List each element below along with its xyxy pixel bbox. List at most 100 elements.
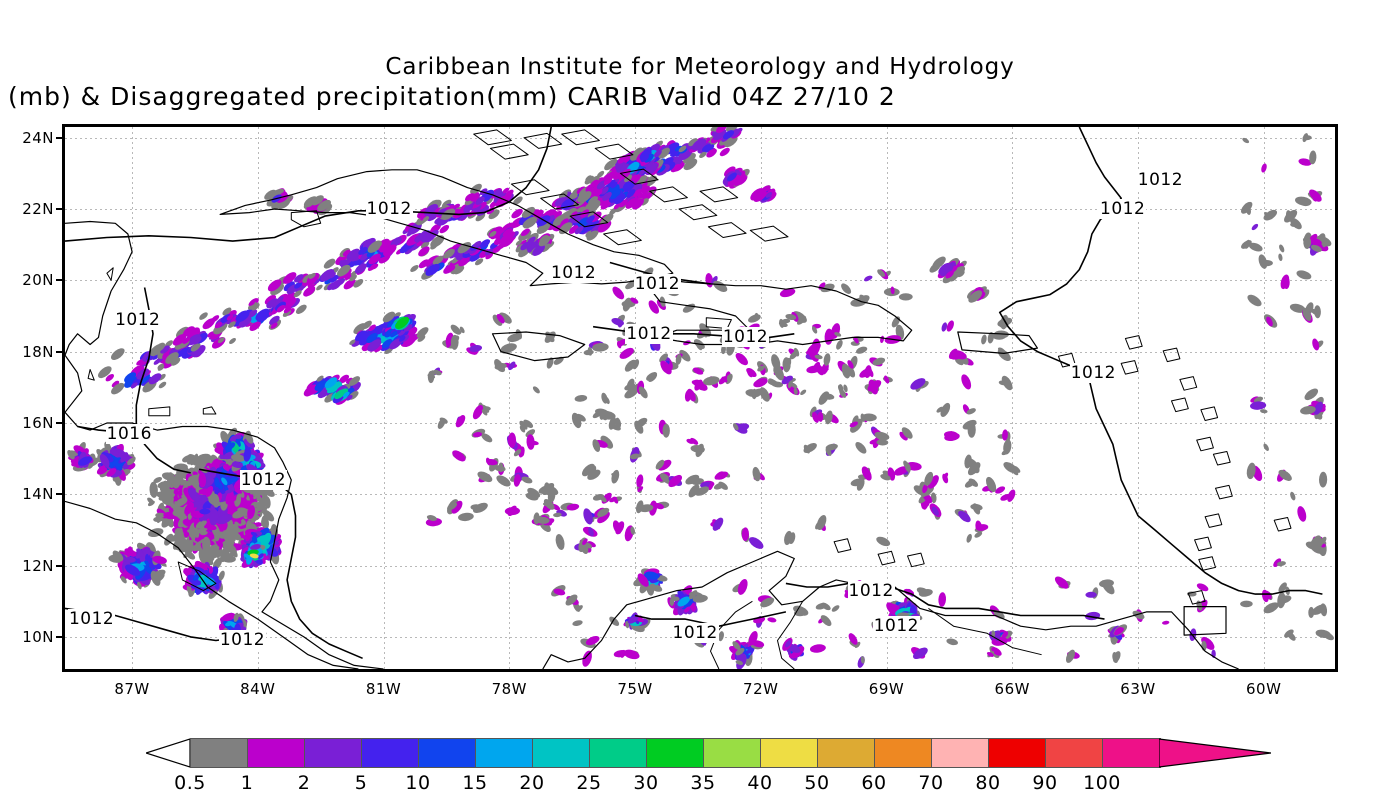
precip-cell bbox=[198, 454, 216, 464]
coastline-path bbox=[65, 354, 83, 413]
pressure-contour bbox=[998, 127, 1122, 374]
coastline-path bbox=[106, 267, 114, 281]
coastline-path bbox=[1215, 484, 1233, 500]
colorbar-level-label: 100 bbox=[1083, 772, 1121, 794]
chart-subtitle: (mb) & Disaggregated precipitation(mm) C… bbox=[8, 82, 896, 111]
precip-cell bbox=[198, 549, 207, 564]
coastline-path bbox=[877, 550, 896, 566]
colorbar-swatch bbox=[248, 739, 305, 767]
y-axis-tick-mark bbox=[56, 208, 63, 210]
colorbar-swatches bbox=[190, 738, 1161, 768]
colorbar-level-label: 20 bbox=[519, 772, 545, 794]
colorbar-level-label: 35 bbox=[690, 772, 716, 794]
precip-cell bbox=[153, 476, 163, 484]
gridline-vertical bbox=[1012, 127, 1014, 669]
pressure-contour bbox=[65, 127, 552, 242]
coastline-path bbox=[473, 129, 512, 146]
colorbar-swatch bbox=[875, 739, 932, 767]
x-axis-tick-label: 78W bbox=[491, 680, 527, 698]
pressure-contour-label: 1012 bbox=[218, 630, 267, 651]
gridline-horizontal bbox=[65, 351, 1335, 353]
coastline-path bbox=[907, 552, 925, 568]
colorbar-level-label: 5 bbox=[354, 772, 368, 794]
x-axis-tick-label: 69W bbox=[868, 680, 905, 698]
colorbar-swatch bbox=[989, 739, 1046, 767]
pressure-contour-label: 1012 bbox=[1136, 170, 1185, 191]
gridline-horizontal bbox=[65, 280, 1335, 282]
y-axis-tick-mark bbox=[56, 564, 63, 567]
coastline-path bbox=[749, 225, 789, 242]
x-axis-tick-label: 81W bbox=[365, 680, 402, 698]
map-plot-area: 1012 1012 1012 1012 1012 1012 1016 1012 1012 1012… bbox=[62, 124, 1338, 672]
colorbar-swatch bbox=[419, 739, 476, 767]
precip-cell bbox=[261, 513, 269, 527]
x-axis-tick-label: 87W bbox=[114, 680, 150, 698]
colorbar-level-label: 80 bbox=[975, 772, 1001, 794]
pressure-contour-label: 1012 bbox=[1099, 199, 1147, 219]
colorbar-swatch bbox=[647, 739, 704, 767]
precip-cell bbox=[155, 512, 166, 518]
pressure-contour-label: 1012 bbox=[114, 309, 162, 330]
coastline-path bbox=[219, 169, 674, 287]
colorbar-level-label: 15 bbox=[462, 772, 488, 794]
pressure-contour-label: 1012 bbox=[549, 263, 598, 284]
y-axis-tick-mark bbox=[56, 279, 63, 282]
colorbar-level-label: 40 bbox=[747, 772, 773, 794]
coastline-path bbox=[1162, 347, 1181, 363]
coastline-path bbox=[489, 143, 529, 160]
precip-cell bbox=[220, 546, 230, 563]
y-axis-tick-label: 22N bbox=[22, 200, 54, 218]
colorbar-level-label: 70 bbox=[918, 772, 944, 794]
x-axis-tick-label: 66W bbox=[994, 680, 1030, 698]
precip-cell bbox=[165, 493, 172, 499]
gridline-vertical bbox=[509, 127, 511, 669]
colorbar-level-label: 50 bbox=[804, 772, 830, 794]
coastline-path bbox=[1194, 536, 1212, 552]
precip-cell bbox=[184, 540, 193, 556]
precipitation-layer bbox=[67, 127, 1334, 669]
gridline-vertical bbox=[1263, 127, 1265, 669]
coastline-path bbox=[65, 220, 133, 356]
coastline-path bbox=[678, 204, 718, 221]
colorbar-swatch bbox=[476, 739, 533, 767]
y-axis-tick-label: 16N bbox=[22, 413, 54, 432]
y-axis-tick-label: 10N bbox=[22, 627, 54, 646]
colorbar-swatch bbox=[1103, 739, 1160, 767]
y-axis-tick-label: 24N bbox=[22, 128, 54, 147]
colorbar-swatch bbox=[818, 739, 875, 767]
x-axis-tick-label: 63W bbox=[1120, 680, 1156, 698]
coastline-path bbox=[699, 186, 739, 203]
colorbar-level-label: 60 bbox=[861, 772, 887, 794]
colorbar-swatch bbox=[362, 739, 419, 767]
x-axis-tick-label: 72W bbox=[743, 680, 779, 698]
y-axis-tick-mark bbox=[56, 136, 63, 139]
gridline-vertical bbox=[635, 127, 637, 669]
colorbar-level-label: 0.5 bbox=[174, 772, 206, 794]
coastline-path bbox=[569, 211, 609, 228]
colorbar-swatch bbox=[1046, 739, 1103, 767]
coastline-path bbox=[594, 143, 634, 160]
pressure-contour-label: 1012 bbox=[239, 470, 288, 490]
institute-title: Caribbean Institute for Meteorology and … bbox=[385, 54, 1015, 80]
coastline-path bbox=[957, 331, 1038, 354]
pressure-contour-label: 1012 bbox=[625, 323, 673, 344]
coastline-path bbox=[87, 369, 95, 381]
coastline-path bbox=[1183, 606, 1227, 636]
y-axis-tick-mark bbox=[56, 635, 63, 638]
coastline-path bbox=[603, 229, 642, 246]
precip-cell bbox=[186, 459, 196, 465]
coastline-path bbox=[1187, 590, 1206, 605]
coastline-path bbox=[561, 129, 600, 146]
colorbar-swatch bbox=[305, 739, 362, 767]
pressure-contour-label: 1012 bbox=[67, 609, 116, 630]
colorbar-level-label: 1 bbox=[240, 772, 254, 794]
precip-cell bbox=[256, 497, 267, 512]
coastline-path bbox=[1200, 406, 1219, 421]
colorbar-level-label: 30 bbox=[633, 772, 659, 794]
coastline-path bbox=[649, 186, 688, 203]
colorbar-swatch bbox=[932, 739, 989, 767]
coastline-path bbox=[1196, 436, 1214, 452]
pressure-contour bbox=[785, 582, 1105, 620]
coastline-path bbox=[523, 132, 563, 149]
colorbar-swatch bbox=[191, 739, 248, 767]
